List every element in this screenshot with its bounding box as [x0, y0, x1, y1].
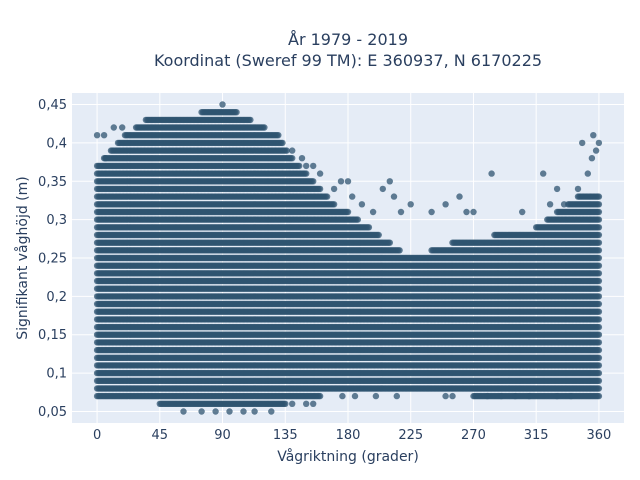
data-point — [247, 116, 254, 124]
data-point — [279, 139, 286, 147]
data-point — [219, 101, 226, 108]
chart-title-line2: Koordinat (Sweref 99 TM): E 360937, N 61… — [154, 51, 542, 70]
data-points — [93, 101, 603, 415]
data-point — [282, 400, 289, 407]
chart-title-line1: År 1979 - 2019 — [288, 30, 408, 49]
data-point — [233, 109, 240, 116]
data-point — [275, 132, 282, 139]
data-point — [261, 124, 268, 131]
